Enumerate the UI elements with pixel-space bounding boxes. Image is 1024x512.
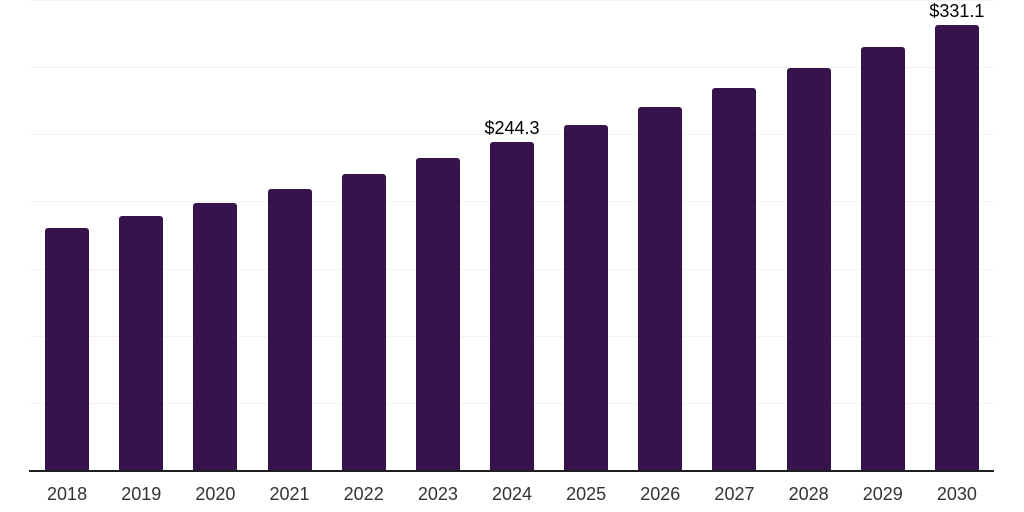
x-axis-label-2025: 2025 <box>566 484 607 504</box>
bar-2025[interactable] <box>564 124 609 470</box>
bar-2018[interactable] <box>45 228 90 470</box>
bar-2028[interactable] <box>786 68 831 470</box>
x-axis-label-2026: 2026 <box>640 484 681 504</box>
x-axis-label-2029: 2029 <box>862 484 903 504</box>
x-axis-label-2020: 2020 <box>195 484 236 504</box>
bar-2022[interactable] <box>341 173 386 470</box>
x-axis-label-2022: 2022 <box>343 484 384 504</box>
bar-value-label-2024: $244.3 <box>484 117 540 138</box>
x-axis-label-2023: 2023 <box>417 484 458 504</box>
x-axis-label-2018: 2018 <box>47 484 88 504</box>
bar-2021[interactable] <box>267 188 312 470</box>
bar-value-label-2030: $331.1 <box>929 1 985 22</box>
bar-2023[interactable] <box>415 158 460 470</box>
bar-2019[interactable] <box>119 215 164 470</box>
bar-2020[interactable] <box>193 202 238 470</box>
bar-2024[interactable] <box>490 141 534 470</box>
x-axis-label-2030: 2030 <box>936 484 977 504</box>
gridline <box>30 67 994 69</box>
x-axis-label-2024: 2024 <box>491 484 533 504</box>
x-axis-label-2021: 2021 <box>269 484 310 504</box>
bar-2027[interactable] <box>712 87 757 470</box>
bar-2029[interactable] <box>860 47 905 470</box>
x-axis-label-2028: 2028 <box>788 484 829 504</box>
bar-2030[interactable] <box>934 25 979 470</box>
x-axis-label-2019: 2019 <box>121 484 162 504</box>
x-axis-label-2027: 2027 <box>714 484 755 504</box>
bar-2026[interactable] <box>638 106 683 470</box>
gridline <box>30 134 994 136</box>
x-axis-line <box>29 470 994 472</box>
gridline <box>30 0 994 1</box>
